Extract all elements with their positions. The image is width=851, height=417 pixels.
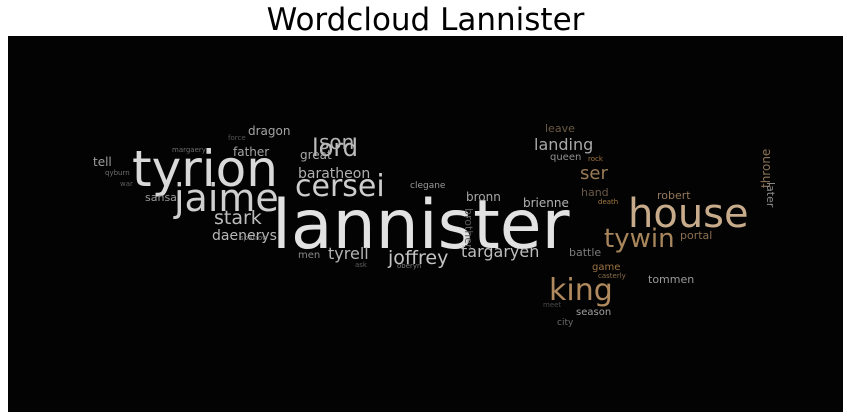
word-men: men	[298, 250, 321, 261]
word-queen: queen	[550, 152, 582, 163]
word-tyrell: tyrell	[328, 244, 369, 263]
word-baratheon: baratheon	[298, 166, 371, 182]
word-king: king	[549, 273, 613, 308]
word-season: season	[576, 307, 612, 318]
word-house: house	[628, 191, 749, 237]
word-ser: ser	[580, 163, 608, 184]
word-later: later	[764, 182, 777, 208]
word-death: death	[598, 198, 619, 206]
word-game: game	[592, 262, 621, 273]
word-meet: meet	[543, 301, 562, 309]
word-tywin: tywin	[604, 224, 675, 254]
word-city: city	[557, 318, 574, 328]
word-tyrion: tyrion	[132, 140, 278, 198]
word-tommen: tommen	[648, 273, 695, 286]
word-daenerys: daenerys	[212, 228, 277, 244]
word-war: war	[120, 180, 133, 188]
word-sparrow: sparrow	[240, 234, 268, 242]
word-robert: robert	[657, 189, 691, 202]
word-battle: battle	[569, 246, 602, 259]
word-dragon: dragon	[248, 124, 291, 138]
word-rock: rock	[588, 155, 603, 163]
word-brother: brother	[462, 208, 475, 249]
word-leave: leave	[545, 122, 575, 135]
word-jaime: jaime	[174, 176, 279, 220]
word-joffrey: joffrey	[388, 247, 449, 269]
word-portal: portal	[680, 229, 713, 242]
word-lannister: lannister	[272, 186, 570, 265]
word-oberyn: oberyn	[397, 262, 422, 270]
word-great: great	[300, 148, 332, 162]
word-force: force	[228, 134, 246, 142]
word-hand: hand	[581, 186, 609, 199]
word-son: son	[319, 130, 355, 154]
word-brienne: brienne	[523, 196, 569, 210]
word-tell: tell	[93, 155, 112, 169]
word-ask: ask	[355, 261, 367, 269]
word-father: father	[233, 145, 270, 159]
word-clegane: clegane	[410, 181, 446, 191]
chart-title: Wordcloud Lannister	[266, 2, 585, 38]
word-bronn: bronn	[466, 190, 501, 204]
word-casterly: casterly	[598, 272, 626, 280]
word-sansa: sansa	[145, 191, 177, 204]
word-qyburn: qyburn	[105, 169, 130, 177]
word-landing: landing	[534, 135, 594, 154]
word-lord: lord	[312, 134, 359, 162]
word-margaery: margaery	[172, 146, 206, 154]
word-cersei: cersei	[295, 169, 385, 204]
wordcloud-panel: lannister tyrion house jaime cersei king…	[8, 36, 843, 412]
word-stark: stark	[214, 207, 262, 229]
word-targaryen: targaryen	[461, 242, 540, 261]
